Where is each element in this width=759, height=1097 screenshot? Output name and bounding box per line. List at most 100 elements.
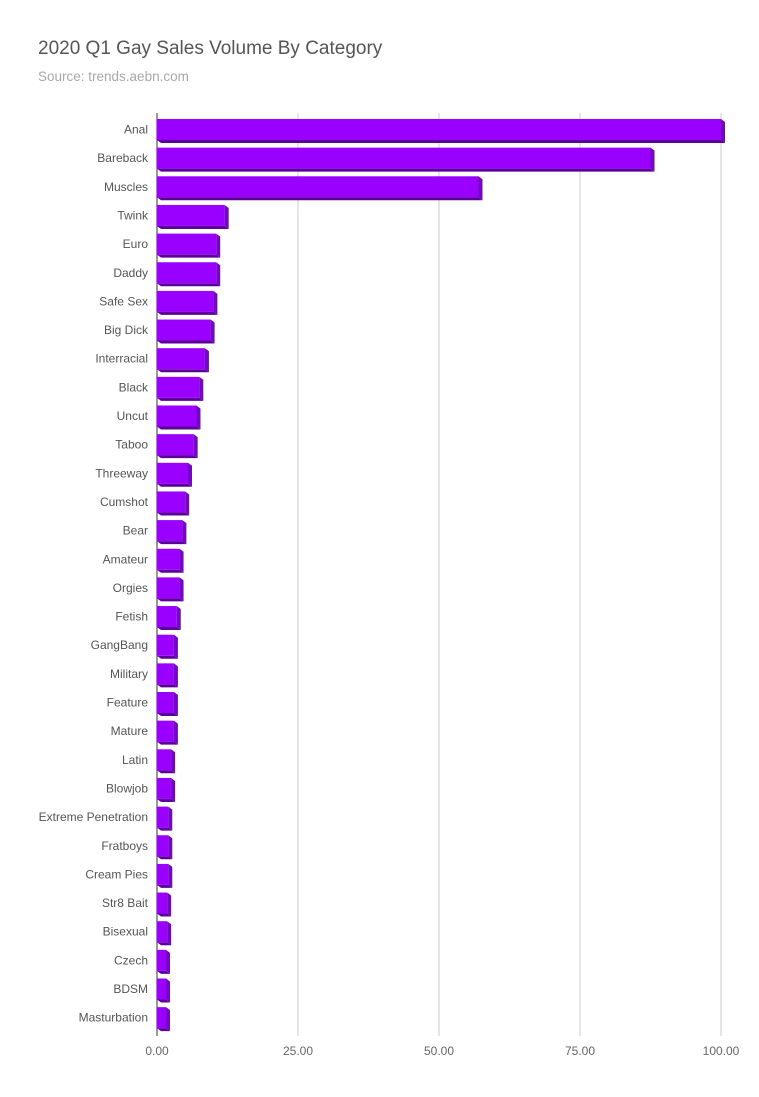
bar-bottom-face — [157, 483, 193, 487]
bar-bottom-face — [157, 798, 176, 802]
bar — [157, 462, 193, 487]
category-label: Str8 Bait — [102, 896, 149, 910]
bar-bottom-face — [157, 827, 173, 831]
bar-front-face — [157, 1007, 167, 1029]
category-label: Extreme Penetration — [39, 810, 148, 824]
category-label: Interracial — [95, 352, 148, 366]
bar-bottom-face — [157, 168, 655, 172]
bar-side-face — [478, 176, 483, 201]
bar-front-face — [157, 777, 172, 799]
bar-bottom-face — [157, 569, 184, 573]
bar — [157, 1007, 171, 1032]
category-label: Threeway — [95, 466, 148, 480]
bar — [157, 176, 483, 201]
bar-front-face — [157, 749, 172, 771]
category-label: Czech — [114, 953, 148, 967]
bar-bottom-face — [157, 1028, 171, 1032]
bar — [157, 434, 198, 459]
bar-front-face — [157, 376, 200, 398]
category-label: Twink — [117, 208, 149, 222]
category-label: Cream Pies — [85, 867, 148, 881]
bar-front-face — [157, 720, 174, 742]
category-label: Masturbation — [79, 1011, 148, 1025]
bar-front-face — [157, 806, 169, 828]
x-tick-label: 25.00 — [283, 1044, 313, 1058]
bar-side-face — [166, 949, 171, 974]
bar — [157, 806, 173, 831]
category-label: Bear — [123, 524, 148, 538]
bar-side-face — [168, 835, 173, 860]
bar-side-face — [193, 434, 198, 459]
bar-bottom-face — [157, 884, 173, 888]
bar-bottom-face — [157, 397, 204, 401]
category-label: GangBang — [91, 638, 148, 652]
category-label: BDSM — [113, 982, 148, 996]
x-tick-label: 100.00 — [703, 1044, 740, 1058]
x-tick-label: 50.00 — [424, 1044, 454, 1058]
bar-front-face — [157, 147, 651, 169]
bar-side-face — [166, 978, 171, 1003]
bar-bottom-face — [157, 627, 181, 631]
bar-bottom-face — [157, 655, 178, 659]
bar-bottom-face — [157, 369, 209, 373]
bar — [157, 262, 221, 287]
bar-side-face — [176, 606, 181, 631]
category-label: Safe Sex — [99, 294, 148, 308]
bar-side-face — [204, 348, 209, 373]
bar — [157, 749, 176, 774]
bar — [157, 835, 173, 860]
bar-side-face — [171, 749, 176, 774]
bar-bottom-face — [157, 254, 221, 258]
bar-side-face — [168, 863, 173, 888]
bar-front-face — [157, 863, 169, 885]
bar-front-face — [157, 405, 197, 427]
category-label: Orgies — [113, 581, 148, 595]
bar-front-face — [157, 978, 167, 1000]
bar-bottom-face — [157, 713, 178, 716]
bar-bottom-face — [157, 512, 190, 516]
bar — [157, 548, 184, 573]
bar-front-face — [157, 119, 721, 140]
bar-side-face — [166, 1007, 171, 1032]
bar — [157, 319, 215, 344]
bar-bottom-face — [157, 197, 483, 201]
category-label: Taboo — [115, 438, 148, 452]
bar-front-face — [157, 892, 168, 914]
bar-bottom-face — [157, 770, 176, 774]
bar-bottom-face — [157, 225, 229, 229]
bar-front-face — [157, 462, 189, 484]
bar-front-face — [157, 692, 174, 713]
bar — [157, 290, 218, 315]
bar-side-face — [721, 119, 725, 143]
bar-side-face — [168, 806, 173, 831]
bar — [157, 692, 178, 716]
bar-bottom-face — [157, 999, 171, 1003]
bar — [157, 520, 187, 545]
bar-side-face — [210, 319, 215, 344]
bar-side-face — [185, 491, 190, 516]
bar-side-face — [173, 720, 178, 745]
bar-bottom-face — [157, 541, 187, 545]
bar-side-face — [173, 692, 178, 716]
category-label: Cumshot — [100, 495, 149, 509]
bar-side-face — [196, 405, 201, 430]
category-label: Euro — [123, 237, 149, 251]
bar — [157, 720, 178, 745]
bar-front-face — [157, 348, 205, 370]
bar — [157, 634, 178, 659]
bar-bottom-face — [157, 741, 178, 745]
category-label: Muscles — [104, 180, 148, 194]
bar — [157, 376, 204, 401]
bar-bottom-face — [157, 426, 201, 430]
bar-front-face — [157, 204, 225, 226]
bar-bottom-face — [157, 340, 215, 344]
category-label: Big Dick — [104, 323, 149, 337]
bar-bottom-face — [157, 283, 221, 287]
bar-front-face — [157, 835, 169, 857]
bar — [157, 978, 171, 1003]
bar-bottom-face — [157, 942, 172, 946]
category-label: Amateur — [103, 552, 148, 566]
bar-front-face — [157, 577, 180, 599]
bar-bottom-face — [157, 913, 172, 917]
